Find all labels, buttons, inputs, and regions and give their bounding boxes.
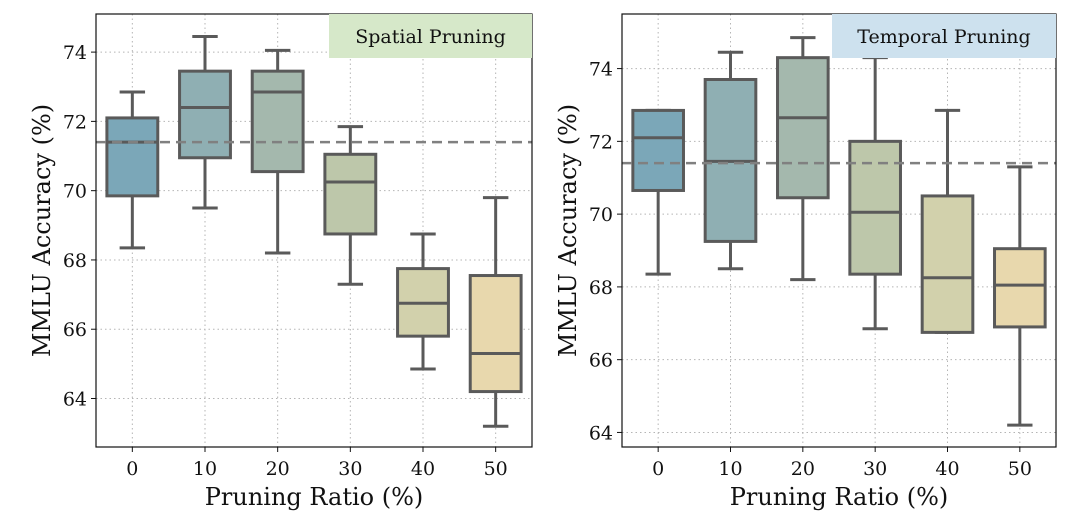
box-40 <box>920 108 975 334</box>
x-tick-label: 30 <box>338 458 362 480</box>
x-tick-label: 40 <box>935 458 959 480</box>
x-tick-label: 50 <box>1008 458 1032 480</box>
y-tick-label: 66 <box>589 350 613 372</box>
x-tick-label: 40 <box>411 458 435 480</box>
box-iqr <box>993 247 1047 329</box>
box-50 <box>468 196 523 428</box>
y-axis-label: MMLU Accuracy (%) <box>28 104 56 357</box>
box-iqr <box>250 69 305 174</box>
box-0 <box>631 108 685 276</box>
box-0 <box>105 90 160 250</box>
box-40 <box>396 232 450 371</box>
box-20 <box>776 36 830 282</box>
y-axis-label: MMLU Accuracy (%) <box>554 104 582 357</box>
y-tick-label: 72 <box>63 111 87 133</box>
y-tick-label: 70 <box>63 181 87 203</box>
box-iqr <box>178 69 232 160</box>
y-tick-label: 68 <box>63 250 87 272</box>
box-iqr <box>105 116 160 198</box>
x-tick-label: 0 <box>652 458 664 480</box>
chart-panel-0: 64 66 68 70 72 74 0 10 20 30 40 50 Spatial Pruning Pr… <box>28 13 533 511</box>
x-tick-label: 20 <box>791 458 815 480</box>
x-tick-label: 30 <box>863 458 887 480</box>
box-30 <box>323 125 378 286</box>
y-tick-label: 72 <box>589 131 613 153</box>
box-30 <box>848 56 902 331</box>
chart-title: Spatial Pruning <box>355 26 505 48</box>
y-tick-label: 66 <box>63 319 87 341</box>
chart-title: Temporal Pruning <box>857 26 1030 48</box>
y-tick-label: 64 <box>589 422 613 444</box>
plot-frame <box>95 13 533 448</box>
box-iqr <box>468 274 523 394</box>
x-tick-label: 10 <box>193 458 217 480</box>
box-20 <box>250 48 305 255</box>
x-tick-label: 50 <box>484 458 508 480</box>
y-tick-label: 74 <box>589 59 613 81</box>
box-iqr <box>323 152 378 236</box>
box-iqr <box>920 194 975 334</box>
y-tick-label: 68 <box>589 277 613 299</box>
x-tick-label: 10 <box>718 458 742 480</box>
chart-panel-1: 64 66 68 70 72 74 0 10 20 30 40 50 Temporal Pruning P… <box>554 13 1057 511</box>
plot-frame <box>621 13 1057 448</box>
title-badge <box>329 14 532 58</box>
x-axis-label: Pruning Ratio (%) <box>205 483 424 511</box>
x-axis-label: Pruning Ratio (%) <box>730 483 949 511</box>
box-10 <box>703 50 758 271</box>
box-iqr <box>848 139 902 276</box>
y-tick-label: 64 <box>63 389 87 411</box>
y-tick-label: 70 <box>589 204 613 226</box>
box-10 <box>178 35 232 210</box>
y-tick-label: 74 <box>63 42 87 64</box>
box-iqr <box>776 56 830 200</box>
x-tick-label: 0 <box>126 458 138 480</box>
x-tick-label: 20 <box>266 458 290 480</box>
box-50 <box>993 165 1047 427</box>
box-iqr <box>631 108 685 192</box>
title-badge <box>832 14 1056 58</box>
